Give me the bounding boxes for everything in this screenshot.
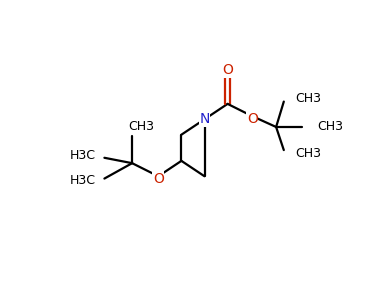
Text: O: O — [247, 111, 258, 126]
Text: CH3: CH3 — [317, 120, 343, 133]
Text: O: O — [153, 172, 164, 186]
Text: CH3: CH3 — [295, 92, 321, 105]
Text: O: O — [222, 63, 233, 77]
Text: H3C: H3C — [70, 174, 96, 188]
Text: N: N — [199, 112, 210, 126]
Text: H3C: H3C — [70, 149, 96, 162]
Text: CH3: CH3 — [295, 147, 321, 160]
Text: CH3: CH3 — [128, 120, 154, 133]
